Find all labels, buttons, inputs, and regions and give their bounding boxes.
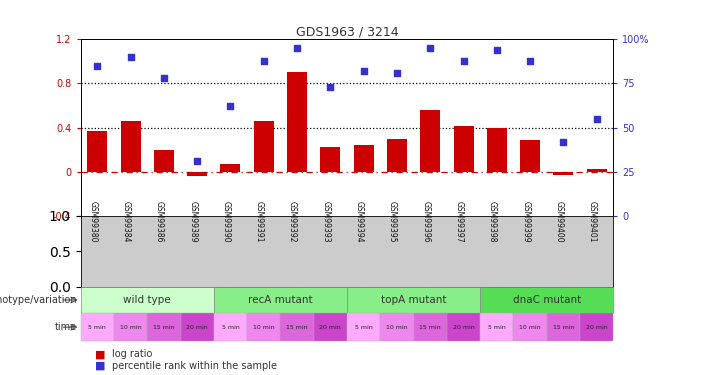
Point xyxy=(158,75,170,81)
Bar xyxy=(354,145,374,172)
Bar xyxy=(514,313,547,341)
Text: GSM99395: GSM99395 xyxy=(388,201,397,242)
Bar xyxy=(187,172,207,176)
Text: GSM99390: GSM99390 xyxy=(222,201,231,242)
Bar xyxy=(554,172,573,175)
Bar xyxy=(314,313,347,341)
Bar xyxy=(254,121,273,172)
Text: GSM99389: GSM99389 xyxy=(188,201,197,242)
Bar xyxy=(347,287,480,313)
Text: 20 min: 20 min xyxy=(586,325,608,330)
Point xyxy=(225,104,236,110)
Bar xyxy=(147,313,181,341)
Text: log ratio: log ratio xyxy=(112,350,153,359)
Bar xyxy=(381,313,414,341)
Bar xyxy=(214,313,247,341)
Bar xyxy=(387,138,407,172)
Bar xyxy=(587,170,606,172)
Text: ■: ■ xyxy=(95,361,109,370)
Text: 5 min: 5 min xyxy=(88,325,106,330)
Text: dnaC mutant: dnaC mutant xyxy=(512,295,581,305)
Text: GSM99396: GSM99396 xyxy=(421,201,430,242)
Text: GSM99400: GSM99400 xyxy=(554,201,564,242)
Point xyxy=(425,45,436,51)
Bar xyxy=(287,72,307,172)
Point xyxy=(292,45,303,51)
Text: wild type: wild type xyxy=(123,295,171,305)
Text: 15 min: 15 min xyxy=(286,325,308,330)
Bar xyxy=(81,313,114,341)
Text: 10 min: 10 min xyxy=(386,325,408,330)
Text: 10 min: 10 min xyxy=(120,325,142,330)
Point xyxy=(191,158,203,164)
Bar xyxy=(547,313,580,341)
Bar xyxy=(447,313,480,341)
Bar xyxy=(88,131,107,172)
Point xyxy=(591,116,602,122)
Text: 15 min: 15 min xyxy=(419,325,441,330)
Bar xyxy=(414,313,447,341)
Text: 20 min: 20 min xyxy=(320,325,341,330)
Text: time: time xyxy=(55,322,77,332)
Text: 15 min: 15 min xyxy=(153,325,175,330)
Point xyxy=(491,47,503,53)
Text: 20 min: 20 min xyxy=(186,325,208,330)
Text: GSM99386: GSM99386 xyxy=(155,201,164,242)
Text: 5 min: 5 min xyxy=(222,325,239,330)
Point xyxy=(558,139,569,145)
Bar xyxy=(181,313,214,341)
Point xyxy=(524,57,536,63)
Text: topA mutant: topA mutant xyxy=(381,295,447,305)
Point xyxy=(391,70,402,76)
Text: GSM99394: GSM99394 xyxy=(355,201,364,242)
Bar xyxy=(221,164,240,172)
Point xyxy=(358,68,369,74)
Text: GSM99384: GSM99384 xyxy=(121,201,130,242)
Text: GSM99399: GSM99399 xyxy=(521,201,530,242)
Text: 10 min: 10 min xyxy=(253,325,275,330)
Text: 5 min: 5 min xyxy=(355,325,372,330)
Text: GSM99380: GSM99380 xyxy=(88,201,97,242)
Point xyxy=(92,63,103,69)
Text: 20 min: 20 min xyxy=(453,325,475,330)
Title: GDS1963 / 3214: GDS1963 / 3214 xyxy=(296,25,398,38)
Bar xyxy=(247,313,280,341)
Bar xyxy=(520,140,540,172)
Bar xyxy=(480,287,613,313)
Text: genotype/variation: genotype/variation xyxy=(0,295,77,305)
Bar xyxy=(421,110,440,172)
Bar xyxy=(454,126,474,172)
Text: GSM99393: GSM99393 xyxy=(321,201,330,242)
Bar xyxy=(154,150,174,172)
Bar xyxy=(81,287,214,313)
Bar xyxy=(214,287,347,313)
Bar xyxy=(121,121,140,172)
Bar xyxy=(114,313,147,341)
Bar xyxy=(280,313,314,341)
Bar xyxy=(347,313,381,341)
Text: 10 min: 10 min xyxy=(519,325,541,330)
Text: GSM99401: GSM99401 xyxy=(587,201,597,242)
Point xyxy=(458,57,469,63)
Text: percentile rank within the sample: percentile rank within the sample xyxy=(112,361,277,370)
Bar xyxy=(480,313,513,341)
Text: GSM99392: GSM99392 xyxy=(288,201,297,242)
Bar xyxy=(580,313,613,341)
Text: GSM99391: GSM99391 xyxy=(254,201,264,242)
Text: ■: ■ xyxy=(95,350,109,359)
Bar xyxy=(320,147,341,172)
Point xyxy=(325,84,336,90)
Text: 5 min: 5 min xyxy=(488,325,505,330)
Text: GSM99397: GSM99397 xyxy=(454,201,463,242)
Point xyxy=(258,57,269,63)
Text: recA mutant: recA mutant xyxy=(248,295,313,305)
Text: 15 min: 15 min xyxy=(552,325,574,330)
Text: GSM99398: GSM99398 xyxy=(488,201,497,242)
Point xyxy=(125,54,136,60)
Bar xyxy=(486,128,507,172)
